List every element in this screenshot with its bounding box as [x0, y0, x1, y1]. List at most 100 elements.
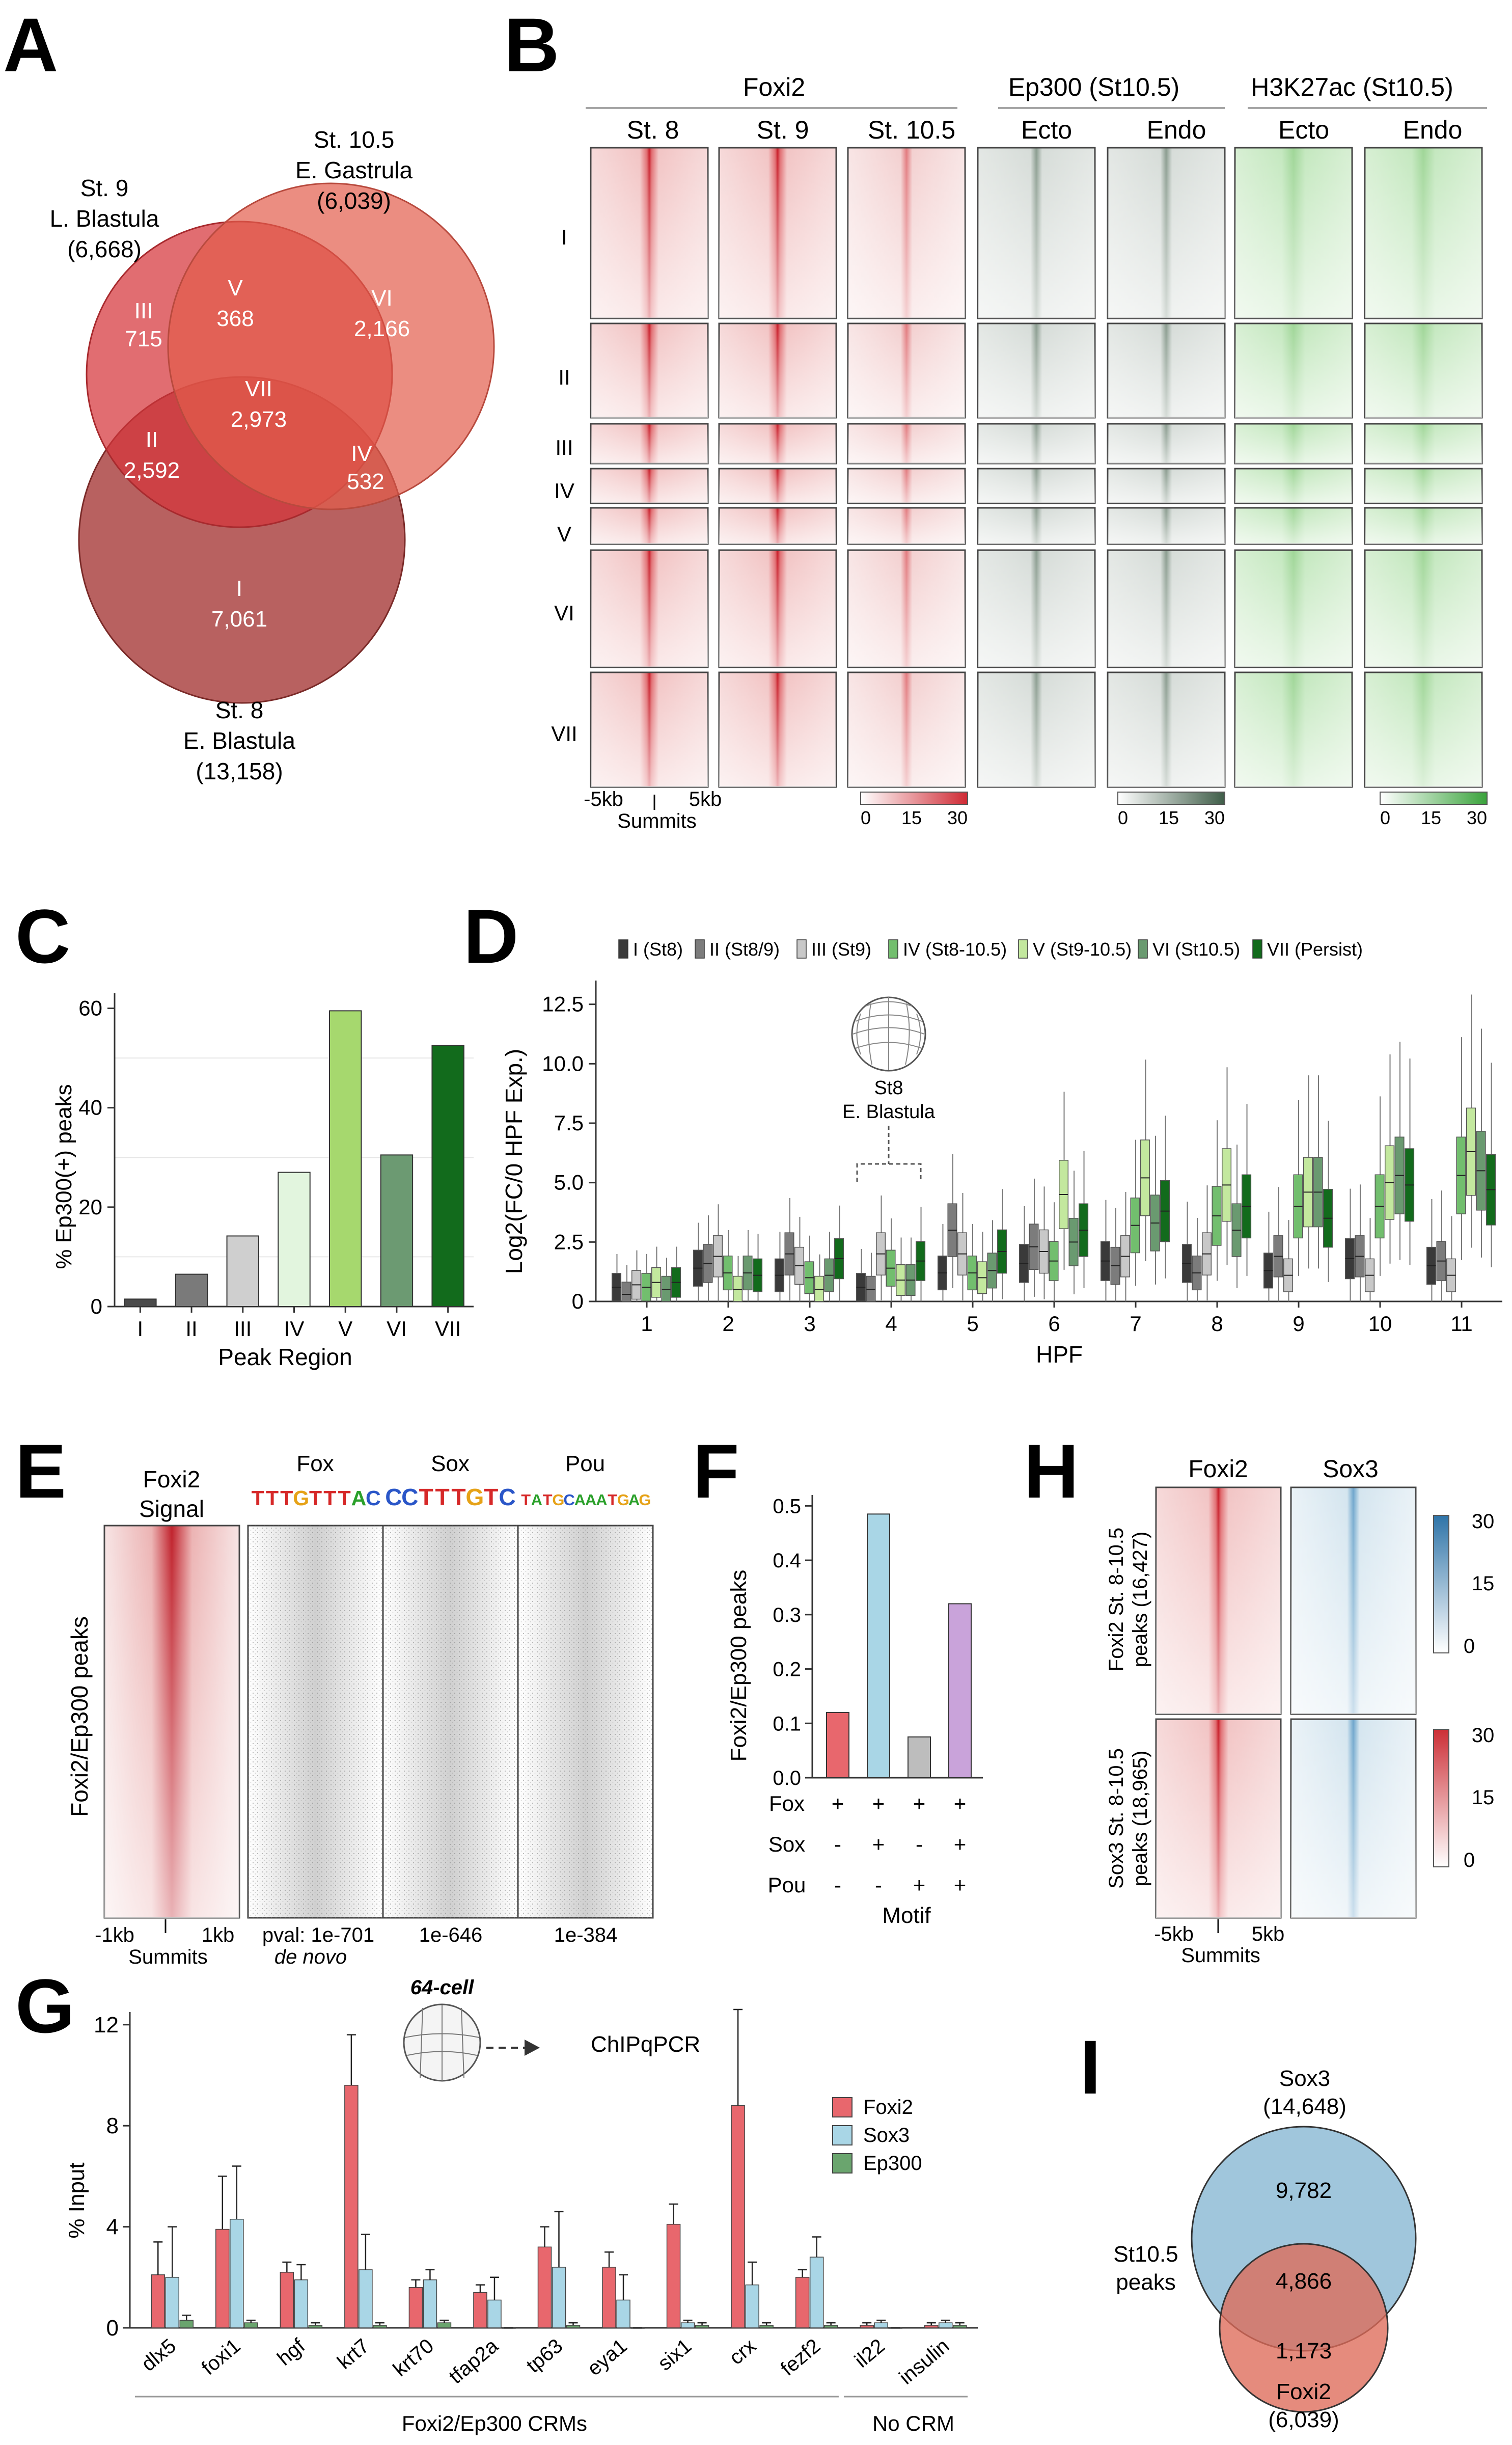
c-xlabel: Peak Region	[218, 1344, 352, 1370]
c-xtick-label-4: V	[338, 1317, 352, 1341]
heatmap-shade-r3-c6	[1235, 424, 1352, 464]
venn-st105-circle	[167, 182, 495, 510]
e-logo-fox-letter-5: T	[323, 1486, 336, 1510]
scale-ep300-tick-30: 30	[1204, 807, 1225, 828]
h-row-label-bottom-2: peaks (18,965)	[1129, 1751, 1151, 1887]
g-xtick-label-hgf: hgf	[273, 2334, 310, 2370]
st8-embryo-drawing	[851, 996, 926, 1072]
e-motif-name-sox: Sox	[431, 1451, 470, 1476]
c-ytick-label-2: 40	[78, 1096, 102, 1120]
venn-region-vii-value: 2,973	[231, 407, 287, 432]
venn-region-v-roman: V	[228, 276, 243, 301]
d-legend-label-5: VI (St10.5)	[1152, 939, 1240, 960]
venn-region-iv-value: 532	[347, 469, 384, 494]
e-motif-name-pou: Pou	[565, 1451, 605, 1476]
g-bar-sox3-dlx5	[165, 2277, 180, 2328]
i-foxi2-name: Foxi2	[1276, 2379, 1331, 2404]
d-ylabel: Log2(FC/0 HPF Exp.)	[501, 1049, 527, 1274]
c-xtick-label-0: I	[138, 1317, 144, 1341]
g-bar-foxi2-krt70	[408, 2287, 423, 2328]
e-pval-pou: 1e-384	[554, 1924, 618, 1946]
e-logo-pou-letter-4: C	[564, 1491, 575, 1509]
heatmap-shade-r7-c4	[978, 672, 1095, 787]
scale-ep300-tick-15: 15	[1159, 807, 1179, 828]
heatmap-shade-r1-c4	[978, 148, 1095, 318]
panel-letter-d: D	[463, 893, 518, 979]
d-box-V-3	[814, 1275, 824, 1302]
venn-label-st8-name: St. 8	[215, 697, 264, 723]
scale-h3k27ac-tick-15: 15	[1421, 807, 1441, 828]
g-bar-foxi2-il22	[860, 2325, 874, 2328]
h-col-sox3: Sox3	[1323, 1456, 1378, 1483]
g-bar-sox3-tfap2a	[487, 2299, 502, 2328]
g-legend-label-sox3: Sox3	[863, 2124, 910, 2147]
e-pval-sox: 1e-646	[419, 1924, 483, 1946]
heatmap-shade-r7-c6	[1235, 672, 1352, 787]
g-legend-swatch-sox3	[832, 2125, 853, 2145]
col-label-ecto-ep300: Ecto	[1021, 116, 1072, 144]
g-ytick-label-2: 8	[106, 2113, 119, 2138]
d-xtick-label-6: 7	[1130, 1312, 1141, 1336]
e-pval-fox: pval: 1e-701	[262, 1924, 374, 1946]
e-logo-sox-letter-3: T	[435, 1484, 449, 1510]
g-legend-label-ep300: Ep300	[863, 2152, 922, 2175]
f-ytick-label-3: 0.3	[773, 1604, 801, 1626]
f-motif-sign-fox-1: +	[872, 1791, 885, 1815]
g-bar-foxi2-crx	[731, 2105, 745, 2328]
c-xtick-label-3: IV	[284, 1317, 305, 1341]
d-xlabel: HPF	[1036, 1341, 1083, 1368]
heatmap-shade-r6-c2	[719, 550, 836, 667]
c-bar-V	[328, 1010, 362, 1307]
heatmap-shade-r2-c6	[1235, 323, 1352, 418]
scale-foxi2-tick-0: 0	[861, 807, 871, 828]
f-bar-0	[826, 1712, 849, 1779]
i-region-foxi2-only: 1,173	[1276, 2339, 1332, 2364]
f-ylabel: Foxi2/Ep300 peaks	[726, 1570, 751, 1762]
heatmap-shade-r2-c1	[591, 323, 708, 418]
d-legend-label-3: IV (St8-10.5)	[903, 939, 1007, 960]
scale-foxi2-tick-15: 15	[901, 807, 922, 828]
scale-bar-foxi2	[860, 792, 968, 805]
b-axis-left: -5kb	[584, 788, 623, 810]
h-row-label-top-1: Foxi2 St. 8-10.5	[1105, 1528, 1128, 1671]
e-logo-pou-letter-8: T	[608, 1491, 617, 1509]
h-axis-center: Summits	[1181, 1944, 1260, 1967]
heatmap-shade-r2-c4	[978, 323, 1095, 418]
g-legend-label-foxi2: Foxi2	[863, 2096, 913, 2118]
e-logo-fox-letter-8: C	[366, 1486, 381, 1510]
heatmap-shade-r5-c5	[1108, 508, 1225, 544]
heatmap-shade-r5-c3	[848, 508, 965, 544]
d-xtick-label-3: 4	[885, 1312, 897, 1336]
venn-region-iii-roman: III	[134, 298, 153, 323]
scale-ep300-tick-0: 0	[1118, 807, 1128, 828]
g-ytick-label-0: 0	[106, 2316, 119, 2341]
d-legend-label-1: II (St8/9)	[709, 939, 780, 960]
f-motif-sign-sox-2: -	[916, 1832, 923, 1856]
d-box-II-1	[621, 1282, 631, 1302]
panel-b-heatmaps: Foxi2 Ep300 (St10.5) H3K27ac (St10.5) St…	[551, 73, 1488, 832]
g-xtick-label-dlx5: dlx5	[138, 2334, 181, 2376]
f-motif-row-label-fox: Fox	[769, 1791, 805, 1815]
g-bar-foxi2-eya1	[602, 2267, 616, 2328]
g-bar-foxi2-tp63	[537, 2246, 552, 2328]
c-bar-I	[124, 1298, 157, 1307]
g-bar-sox3-tp63	[552, 2267, 566, 2328]
heatmap-shade-r4-c5	[1108, 469, 1225, 503]
g-bar-sox3-hgf	[294, 2279, 309, 2328]
g-legend-swatch-foxi2	[832, 2097, 853, 2117]
d-xtick-label-9: 10	[1368, 1312, 1392, 1336]
b-axis-center: Summits	[617, 810, 697, 832]
heatmap-shade-r7-c5	[1108, 672, 1225, 787]
e-axis-right: 1kb	[202, 1924, 235, 1946]
panel-f-chart: Foxi2/Ep300 peaks 0.0 0.1 0.2 0.3 0.4 0.5 Fox…	[726, 1495, 983, 1928]
e-logo-pou-letter-7: A	[596, 1491, 607, 1509]
panel-letter-c: C	[15, 893, 70, 979]
g-bar-ep300-krt70	[437, 2322, 452, 2328]
e-logo-fox-letter-1: T	[266, 1486, 279, 1510]
d-legend-swatch-1	[695, 939, 705, 959]
d-legend-swatch-0	[618, 939, 628, 959]
scale-foxi2-tick-30: 30	[947, 807, 968, 828]
scale-bar-h3k27ac	[1380, 792, 1488, 805]
h-scale-blue-tick-15: 15	[1472, 1572, 1495, 1595]
group-title-h3k27ac: H3K27ac (St10.5)	[1251, 73, 1453, 101]
